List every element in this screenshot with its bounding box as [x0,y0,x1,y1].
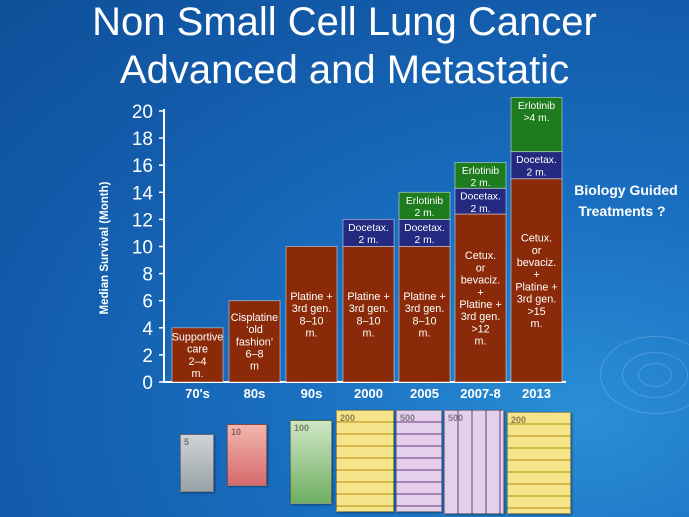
bar-segment-label: m. [475,336,487,348]
banknote-500-stack-image: 500 [396,410,442,512]
bar-segment-label: Platine + [459,299,501,311]
x-category-label: 90s [301,386,323,401]
banknote-100-image: 100 [290,420,332,504]
y-tick-label: 14 [132,183,154,204]
y-tick-label: 12 [132,210,153,231]
y-tick-label: 2 [142,346,153,367]
bar-segment-label: 2 m. [470,204,490,215]
bar-segment-label: 2 m. [470,178,490,189]
x-category-label: 80s [244,386,266,401]
bar-segment-label: 8–10 [356,315,380,327]
y-tick-label: 8 [142,265,153,286]
bar-segment-label: + [533,269,539,281]
bar-segment-label: m. [363,327,375,339]
bar-segment-label: 6–8 [245,348,263,360]
bar-segment-base [342,246,395,383]
bar-segment-label: Docetax. [460,192,501,203]
bar-segment-label: Platine + [515,281,557,293]
y-tick-label: 0 [142,373,153,394]
bar-segment-label: Erlotinib [518,101,555,112]
bar-segment-label: or [532,245,542,257]
bar-segment-docetax [342,218,395,247]
banknote-200-stack-image: 200 [336,410,394,512]
bar-segment-label: Cetux. [465,250,496,262]
bar-segment-label: 3rd gen. [349,303,389,315]
bar-segment-label: Erlotinib [406,196,443,207]
y-tick-label: 18 [132,129,153,150]
slide-title-line1: Non Small Cell Lung Cancer [92,0,597,44]
bar-segment-label: m [250,361,259,373]
bar-segment-label: 3rd gen. [292,303,332,315]
bar-segment-base [454,213,507,383]
bar-segment-label: care [187,344,208,356]
bar-segment-erlotinib [510,97,563,153]
bar-segment-erlotinib [454,162,507,189]
banknote-500-stack-image: 500 [444,410,504,514]
bar-segment-label: + [477,287,483,299]
bar-segment-label: 3rd gen. [405,303,445,315]
bar-segment-label: Cisplatine [231,312,278,324]
bar-segment-label: Platine + [403,291,445,303]
banknote-200-stack-image: 200 [507,412,571,514]
bar-segment-label: m. [419,327,431,339]
bar-segment-label: 2 m. [414,235,434,246]
bar-segment-label: Platine + [347,291,389,303]
bar-segment-docetax [398,218,451,247]
x-category-label: 2000 [354,386,383,401]
bar-segment-label: bevaciz. [461,275,501,287]
y-tick-label: 10 [132,238,153,259]
bar-segment-label: m. [531,318,543,330]
bar-segment-docetax [510,151,563,180]
bar-segment-base [228,300,281,383]
y-tick-label: 4 [142,319,153,340]
bar-segment-label: 2 m. [526,167,546,178]
bar-segment-label: Docetax. [404,223,445,234]
bar-segment-label: Docetax. [516,155,557,166]
bar-segment-label: 2 m. [414,208,434,219]
bar-segment-erlotinib [398,191,451,220]
bar-segment-label: 2–4 [188,356,206,368]
x-category-label: 70's [185,386,210,401]
bar-segment-label: 8–10 [299,315,323,327]
bar-segment-label: or [476,262,486,274]
bar-segment-label: m. [192,368,204,380]
bar-segment-label: 3rd gen. [517,294,557,306]
bar-segment-label: 2 m. [358,235,378,246]
bar-segment-label: bevaciz. [517,257,557,269]
bar-segment-label: 8–10 [412,315,436,327]
y-tick-label: 20 [132,102,153,123]
bar-segment-label: >4 m. [523,113,549,124]
banknote-5-image: 5 [180,434,214,492]
bar-segment-label: m. [306,327,318,339]
biology-guided-annotation-line1: Biology Guided [574,182,677,198]
bar-segment-label: 3rd gen. [461,311,501,323]
y-tick-label: 6 [142,292,153,313]
bar-segment-base [398,246,451,383]
x-category-label: 2005 [410,386,439,401]
bar-segment-label: Supportive [172,332,224,344]
x-category-label: 2013 [522,386,551,401]
bar-segment-base [285,246,338,383]
bar-segment-label: Erlotinib [462,166,499,177]
banknote-10-image: 10 [227,424,267,486]
bar-segment-label: >12 [471,323,489,335]
y-axis-label: Median Survival (Month) [99,181,111,314]
bar-segment-label: Cetux. [521,233,552,245]
y-tick-label: 16 [132,156,153,177]
x-category-label: 2007-8 [460,386,500,401]
bar-segment-label: ‘old [246,324,263,336]
biology-guided-annotation-line2: Treatments ? [578,203,665,219]
bar-segment-label: Docetax. [348,223,389,234]
bar-segment-label: >15 [527,306,545,318]
slide-title-line2: Advanced and Metastatic [119,48,570,92]
bar-segment-label: Platine + [290,291,332,303]
bar-segment-docetax [454,187,507,215]
bar-segment-label: fashion’ [236,336,273,348]
bar-segment-base [171,327,224,383]
